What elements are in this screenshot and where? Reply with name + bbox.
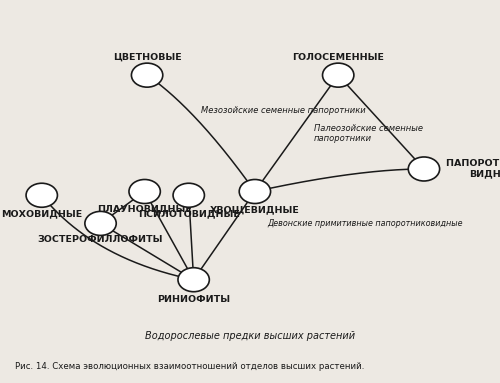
- Text: Девонские примитивные папоротниковидные: Девонские примитивные папоротниковидные: [267, 219, 462, 228]
- Text: ПЛАУНОВИДНЫЕ: ПЛАУНОВИДНЫЕ: [97, 205, 192, 214]
- Circle shape: [178, 268, 210, 292]
- Circle shape: [132, 63, 163, 87]
- Text: МОХОВИДНЫЕ: МОХОВИДНЫЕ: [1, 210, 82, 219]
- Text: Палеозойские семенные
папоротники: Палеозойские семенные папоротники: [314, 124, 422, 143]
- Circle shape: [408, 157, 440, 181]
- Circle shape: [173, 183, 204, 207]
- Text: Рис. 14. Схема эволюционных взаимоотношений отделов высших растений.: Рис. 14. Схема эволюционных взаимоотноше…: [15, 362, 364, 370]
- Circle shape: [129, 180, 160, 203]
- Circle shape: [26, 183, 58, 207]
- Text: ГОЛОСЕМЕННЫЕ: ГОЛОСЕМЕННЫЕ: [292, 53, 384, 62]
- Text: РИНИОФИТЫ: РИНИОФИТЫ: [157, 295, 230, 304]
- Text: Мезозойские семенные папоротники: Мезозойские семенные папоротники: [201, 106, 366, 115]
- Circle shape: [322, 63, 354, 87]
- Text: Водорослевые предки высших растений: Водорослевые предки высших растений: [145, 331, 355, 341]
- Text: ХВОЩЕВИДНЫЕ: ХВОЩЕВИДНЫЕ: [210, 205, 300, 214]
- Text: ПАПОРОТНИНО –
ВИДНЫЕ: ПАПОРОТНИНО – ВИДНЫЕ: [446, 159, 500, 179]
- Circle shape: [239, 180, 270, 203]
- Circle shape: [85, 211, 116, 236]
- Text: ПСИЛОТОВИДНЫЕ: ПСИЛОТОВИДНЫЕ: [138, 209, 240, 218]
- Text: ЦВЕТНОВЫЕ: ЦВЕТНОВЫЕ: [112, 53, 182, 62]
- Text: ЗОСТЕРОФИЛЛОФИТЫ: ЗОСТЕРОФИЛЛОФИТЫ: [38, 235, 164, 244]
